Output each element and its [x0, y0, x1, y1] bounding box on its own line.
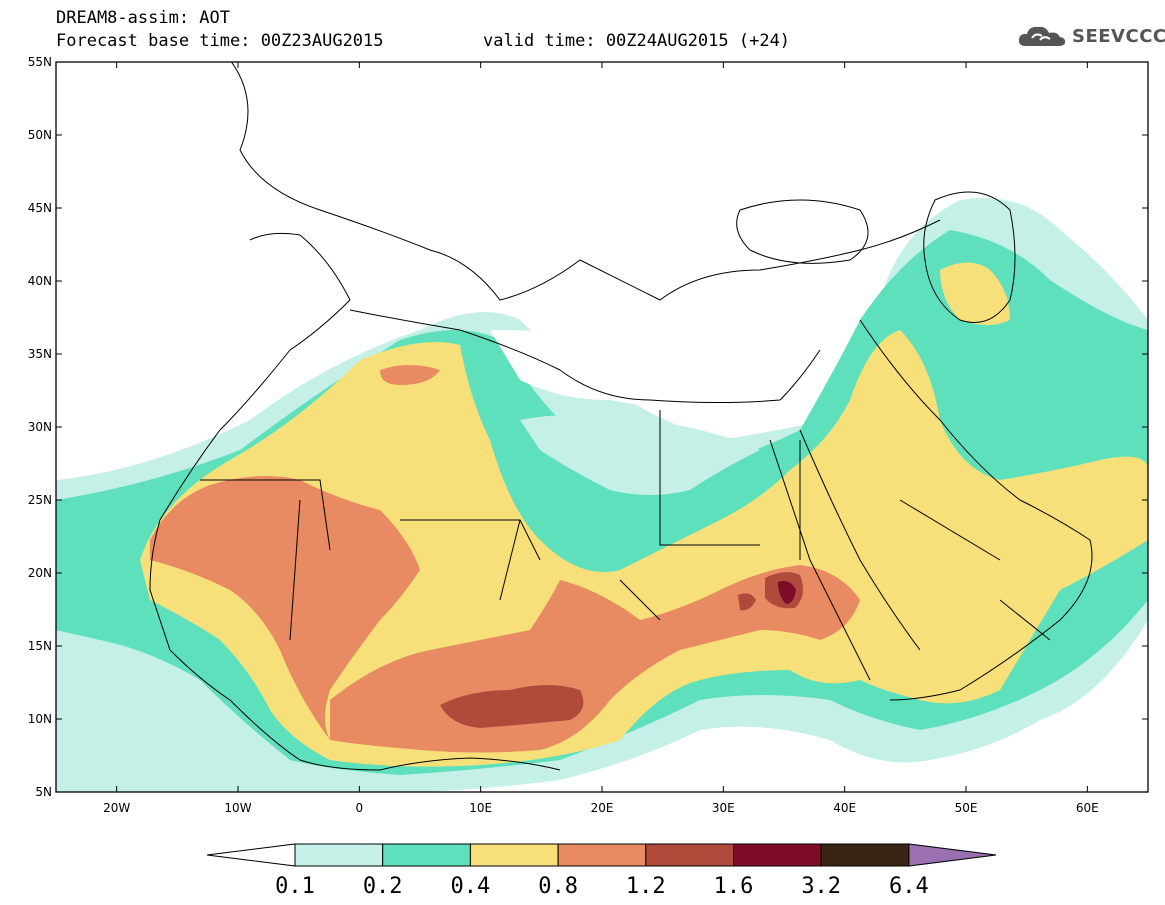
- colorbar-label: 1.2: [626, 874, 666, 899]
- lon-label: 20W: [103, 801, 130, 815]
- lat-label: 40N: [28, 274, 52, 288]
- aot-region-0.1-libya: [520, 415, 760, 495]
- lon-label: 20E: [591, 801, 614, 815]
- latitude-labels: 55N 50N 45N 40N 35N 30N 25N 20N 15N 10N 5N: [28, 55, 52, 799]
- coastline-mediterranean: [349, 309, 821, 403]
- aot-region-0.4-caspian: [940, 262, 1010, 325]
- colorbar-label: 6.4: [889, 874, 929, 899]
- colorbar-segment: [820, 843, 910, 867]
- forecast-base-time: Forecast base time: 00Z23AUG2015: [56, 31, 384, 51]
- lat-label: 35N: [28, 347, 52, 361]
- lon-label: 40E: [833, 801, 856, 815]
- aot-region-0.4: [140, 330, 1148, 767]
- aot-region-1.2-small: [738, 593, 756, 611]
- lat-label: 45N: [28, 201, 52, 215]
- lon-label: 10E: [469, 801, 492, 815]
- aot-clear-region: [490, 330, 818, 415]
- colorbar-label: 0.1: [275, 874, 315, 899]
- lat-label: 50N: [28, 128, 52, 142]
- aot-region-0.8-north: [380, 365, 440, 385]
- colorbar-label: 1.6: [714, 874, 754, 899]
- colorbar-label: 0.2: [363, 874, 403, 899]
- colorbar-under-arrow: [206, 843, 296, 867]
- lat-label: 55N: [28, 55, 52, 69]
- cloud-icon: [1018, 26, 1066, 46]
- axis-ticks: [56, 61, 1148, 793]
- colorbar-segment: [733, 843, 822, 867]
- colorbar-segment: [557, 843, 647, 867]
- lon-label: 60E: [1076, 801, 1099, 815]
- lat-label: 5N: [35, 785, 52, 799]
- seevccc-logo: SEEVCCC: [1016, 22, 1165, 50]
- lon-label: 50E: [955, 801, 978, 815]
- coastline-europe: [230, 62, 941, 301]
- coastline-arabia: [859, 319, 1093, 701]
- coastline-west-africa: [149, 232, 561, 771]
- colorbar-segment: [294, 843, 384, 867]
- colorbar-segment: [645, 843, 734, 867]
- lat-label: 25N: [28, 493, 52, 507]
- aot-region-1.6-sudan: [778, 581, 796, 604]
- lon-label: 30E: [712, 801, 735, 815]
- aot-region-1.2-chad: [440, 685, 584, 728]
- valid-time: valid time: 00Z24AUG2015 (+24): [483, 31, 791, 51]
- lon-label: 0: [356, 801, 364, 815]
- coastline-black-sea: [736, 199, 869, 264]
- aot-region-0.8-west: [150, 476, 420, 740]
- colorbar-label: 0.8: [538, 874, 578, 899]
- lat-label: 10N: [28, 712, 52, 726]
- colorbar-label: 0.4: [451, 874, 491, 899]
- logo-text: SEEVCCC: [1072, 25, 1165, 47]
- map-title: DREAM8-assim: AOT: [56, 8, 230, 28]
- coastline-caspian: [923, 191, 1016, 323]
- lon-label: 10W: [224, 801, 251, 815]
- aot-contours: [56, 198, 1148, 792]
- lat-label: 15N: [28, 639, 52, 653]
- colorbar-label: 3.2: [801, 874, 841, 899]
- colorbar: 0.1 0.2 0.4 0.8 1.2 1.6 3.2 6.4: [206, 843, 997, 899]
- colorbar-segment: [382, 843, 471, 867]
- coastlines: [149, 62, 1093, 771]
- longitude-labels: 20W 10W 0 10E 20E 30E 40E 50E 60E: [103, 801, 1099, 815]
- lat-label: 20N: [28, 566, 52, 580]
- lat-label: 30N: [28, 420, 52, 434]
- border-lines: [200, 410, 1051, 641]
- colorbar-over-arrow: [908, 843, 997, 867]
- coastline-red-sea: [769, 429, 921, 681]
- colorbar-segment: [469, 843, 559, 867]
